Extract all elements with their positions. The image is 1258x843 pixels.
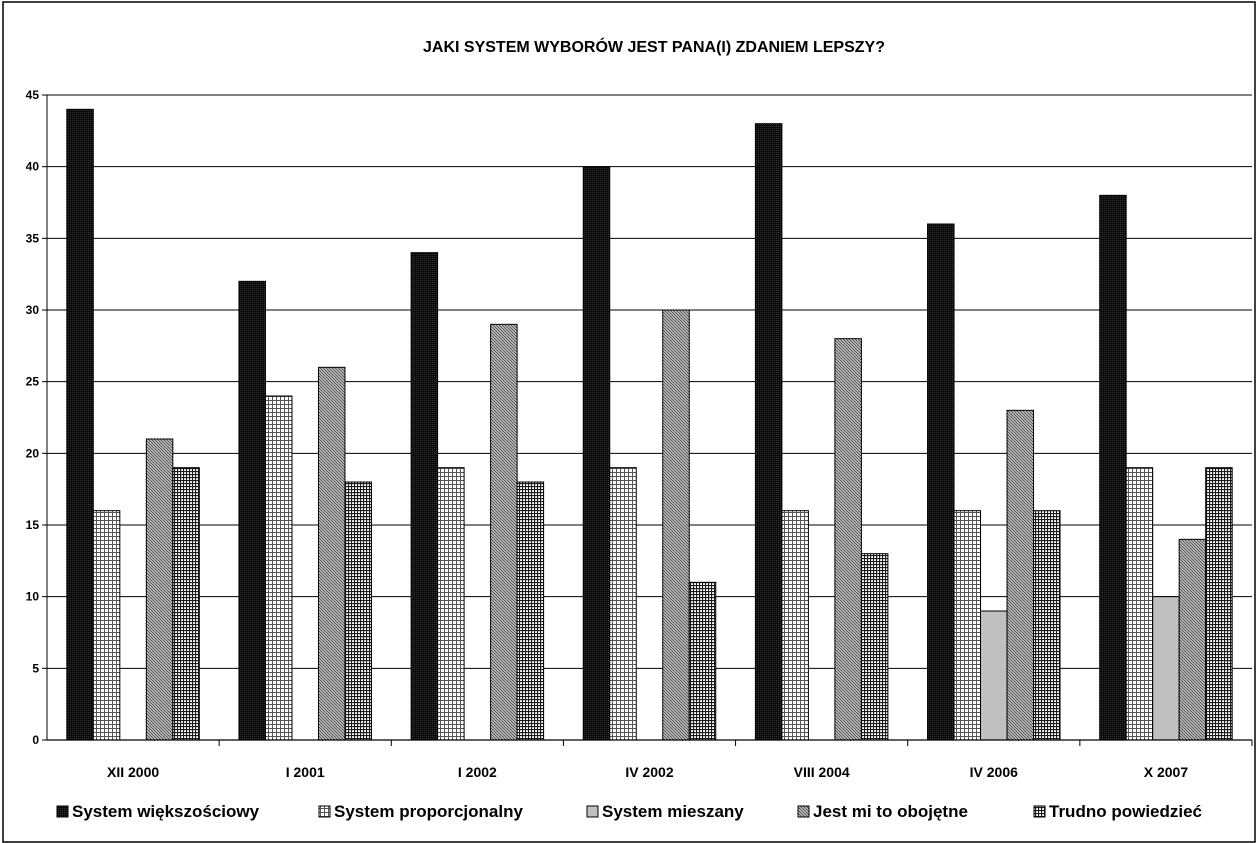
- y-tick-label: 15: [26, 518, 40, 532]
- x-axis: XII 2000 I 2001 I 2002 IV 2002 VIII 2004 IV 2…: [47, 739, 1253, 780]
- bar: [516, 481, 545, 741]
- bar: [1099, 194, 1127, 741]
- bar: [980, 610, 1008, 741]
- bar: [860, 553, 889, 741]
- x-tick-label: IV 2006: [970, 764, 1018, 780]
- legend-label: System większościowy: [72, 802, 260, 821]
- bar: [344, 481, 372, 741]
- bar: [688, 581, 717, 741]
- y-tick-label: 20: [26, 446, 40, 460]
- x-tick-label: X 2007: [1144, 764, 1189, 780]
- bar: [754, 123, 783, 741]
- y-tick-label: 10: [26, 590, 40, 604]
- x-tick-label: I 2001: [286, 764, 325, 780]
- bar: [1033, 510, 1061, 741]
- bar: [410, 252, 439, 741]
- bar: [662, 309, 690, 741]
- bar: [1205, 467, 1233, 741]
- x-tick-label: IV 2002: [625, 764, 673, 780]
- bar: [1006, 409, 1035, 741]
- y-tick-label: 25: [26, 375, 40, 389]
- bar: [953, 510, 982, 741]
- y-tick-label: 30: [26, 303, 40, 317]
- y-tick-label: 35: [26, 231, 40, 245]
- legend: System większościowy System proporcjonaln…: [56, 802, 1202, 821]
- bar: [437, 467, 465, 741]
- bar: [92, 510, 121, 741]
- bar: [317, 366, 346, 741]
- bar: [927, 223, 955, 741]
- bar: [609, 467, 637, 741]
- x-tick-label: XII 2000: [107, 764, 159, 780]
- x-tick-label: I 2002: [458, 764, 497, 780]
- legend-swatch: [318, 805, 331, 818]
- bar: [145, 438, 174, 741]
- x-tick-label: VIII 2004: [794, 764, 850, 780]
- y-tick-label: 45: [26, 88, 40, 102]
- bar: [582, 166, 611, 741]
- bar: [238, 280, 266, 741]
- chart-title: JAKI SYSTEM WYBORÓW JEST PANA(I) ZDANIEM…: [423, 37, 885, 56]
- y-tick-label: 0: [32, 733, 39, 747]
- bar: [172, 467, 200, 741]
- bar: [1178, 538, 1207, 741]
- legend-swatch: [56, 805, 69, 818]
- legend-swatch: [1033, 805, 1046, 818]
- legend-label: System mieszany: [602, 802, 744, 821]
- bar: [781, 510, 809, 741]
- bar: [834, 338, 862, 741]
- bar: [490, 323, 518, 741]
- legend-label: Trudno powiedzieć: [1049, 802, 1202, 821]
- y-axis: 0 5 10 15 20 25 30 35 40 45: [26, 88, 48, 747]
- legend-swatch: [586, 805, 599, 818]
- legend-swatch: [797, 805, 810, 818]
- bar: [264, 395, 293, 741]
- bar: [66, 108, 94, 741]
- legend-label: Jest mi to obojętne: [813, 802, 968, 821]
- y-tick-label: 40: [26, 160, 40, 174]
- bar: [1125, 467, 1154, 741]
- y-tick-label: 5: [32, 661, 39, 675]
- legend-label: System proporcjonalny: [334, 802, 523, 821]
- bar: [1152, 596, 1180, 741]
